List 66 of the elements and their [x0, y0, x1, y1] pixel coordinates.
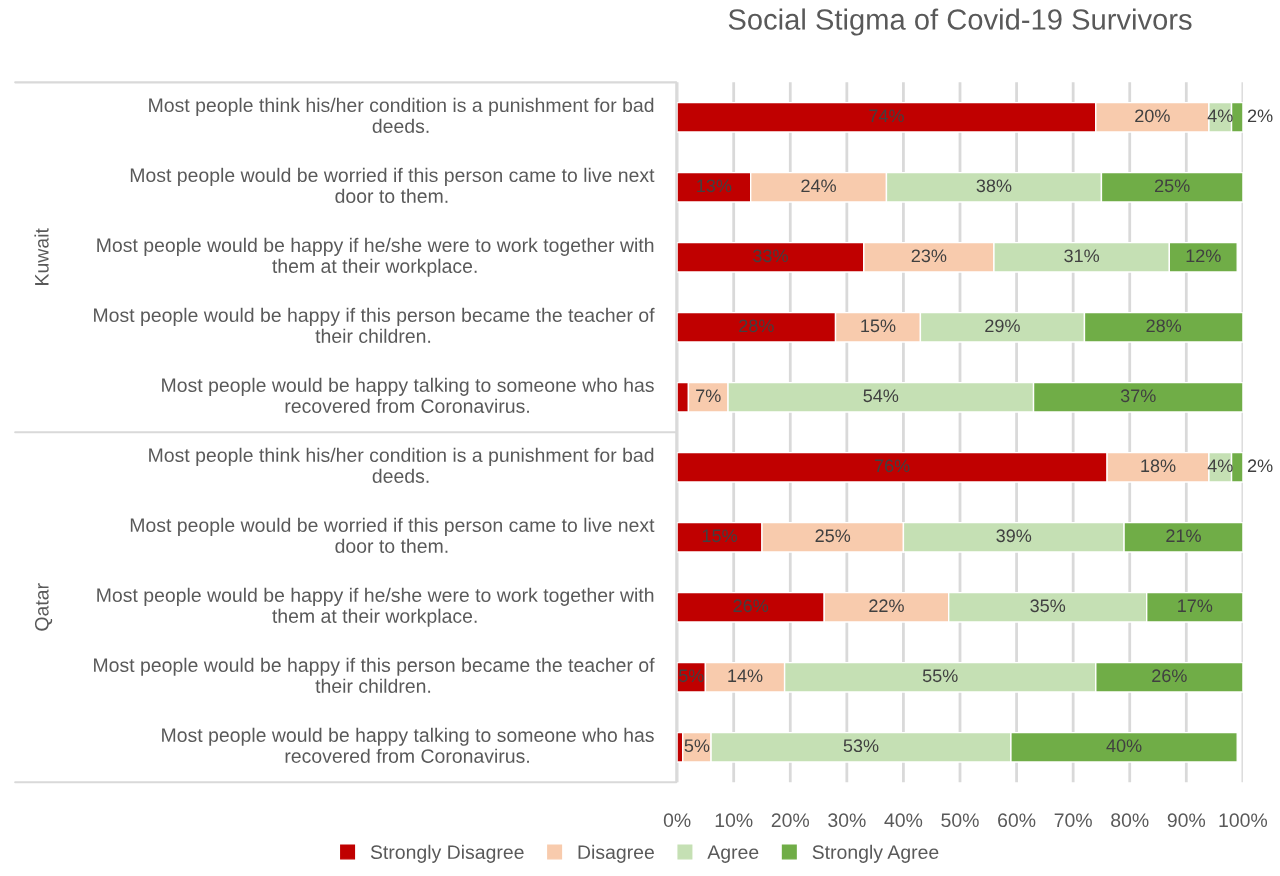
data-label: 28%	[1146, 319, 1182, 333]
data-label: 12%	[1186, 249, 1221, 263]
y-tick-label: Most people would be happy if he/she were to work together with them at their workplace.	[97, 237, 654, 277]
data-label: 39%	[996, 529, 1032, 543]
data-label: 4%	[1207, 459, 1233, 473]
y-tick-label: Most people would be worried if this person came to live next door to them.	[130, 167, 655, 204]
x-tick-label: 40%	[884, 813, 923, 828]
data-label: 18%	[1141, 459, 1176, 473]
data-label: 4%	[1207, 109, 1233, 123]
data-label: 5%	[678, 669, 704, 683]
legend-label: Disagree	[578, 844, 654, 863]
data-label: 2%	[1247, 459, 1273, 473]
chart-title: Social Stigma of Covid-19 Survivors	[728, 8, 1192, 36]
data-label: 24%	[801, 179, 836, 193]
data-label: 28%	[739, 319, 774, 333]
data-label: 22%	[869, 599, 904, 613]
data-label: 37%	[1120, 389, 1156, 403]
data-label: 2%	[1247, 109, 1273, 123]
data-label: 35%	[1030, 599, 1066, 613]
data-label: 25%	[1155, 179, 1190, 193]
y-tick-label: Most people would be happy if this person became the teacher of their children.	[94, 657, 655, 693]
x-tick-label: 80%	[1111, 813, 1149, 828]
y-tick-label: Most people would be happy if this person became the teacher of their children.	[94, 307, 655, 344]
data-label: 74%	[869, 109, 904, 123]
data-label: 26%	[1152, 669, 1187, 683]
x-tick-label: 0%	[663, 813, 691, 828]
legend-label: Strongly Disagree	[370, 844, 524, 863]
data-label: 5%	[684, 739, 710, 753]
data-label: 20%	[1135, 109, 1170, 123]
legend-label: Agree	[707, 845, 759, 863]
y-tick-label: Most people would be worried if this person came to live next door to them.	[130, 517, 655, 553]
data-label: 14%	[728, 669, 763, 683]
y-tick-label: Most people would be happy talking to someone who has recovered from Coronavirus.	[162, 377, 654, 413]
x-tick-label: 90%	[1167, 813, 1206, 828]
data-label: 33%	[753, 249, 788, 263]
text: Kuwait	[34, 228, 49, 285]
data-label: 55%	[922, 669, 958, 683]
data-label: 15%	[702, 529, 737, 543]
x-tick-label: 50%	[941, 813, 979, 828]
data-label: 29%	[985, 319, 1020, 333]
text: Qatar	[34, 583, 53, 631]
data-label: 7%	[696, 389, 721, 403]
x-tick-label: 60%	[998, 813, 1036, 828]
data-label: 23%	[911, 249, 947, 263]
data-label: 54%	[863, 389, 899, 403]
data-label: 21%	[1166, 529, 1201, 543]
x-tick-label: 10%	[715, 813, 753, 828]
data-label: 38%	[976, 179, 1012, 193]
x-tick-label: 70%	[1054, 813, 1092, 828]
x-tick-label: 30%	[828, 813, 866, 828]
y-tick-label: Most people would be happy if he/she were to work together with them at their workplace.	[97, 587, 654, 627]
legend-label: Strongly Agree	[812, 844, 939, 863]
data-label: 76%	[874, 459, 910, 473]
data-label: 17%	[1178, 599, 1213, 613]
data-label: 26%	[733, 599, 769, 613]
y-tick-label: Most people would be happy talking to someone who has recovered from Coronavirus.	[162, 727, 654, 763]
data-label: 15%	[861, 319, 896, 333]
data-label: 31%	[1064, 249, 1100, 263]
data-label: 25%	[815, 529, 851, 543]
data-label: 40%	[1106, 739, 1142, 753]
data-label: 53%	[843, 739, 879, 753]
y-tick-label: Most people think his/her condition is a punishment for bad deeds.	[149, 97, 654, 134]
data-label: 13%	[697, 179, 732, 193]
y-tick-label: Most people think his/her condition is a punishment for bad deeds.	[149, 447, 654, 483]
x-tick-label: 20%	[771, 813, 810, 828]
x-tick-label: 100%	[1219, 813, 1268, 828]
